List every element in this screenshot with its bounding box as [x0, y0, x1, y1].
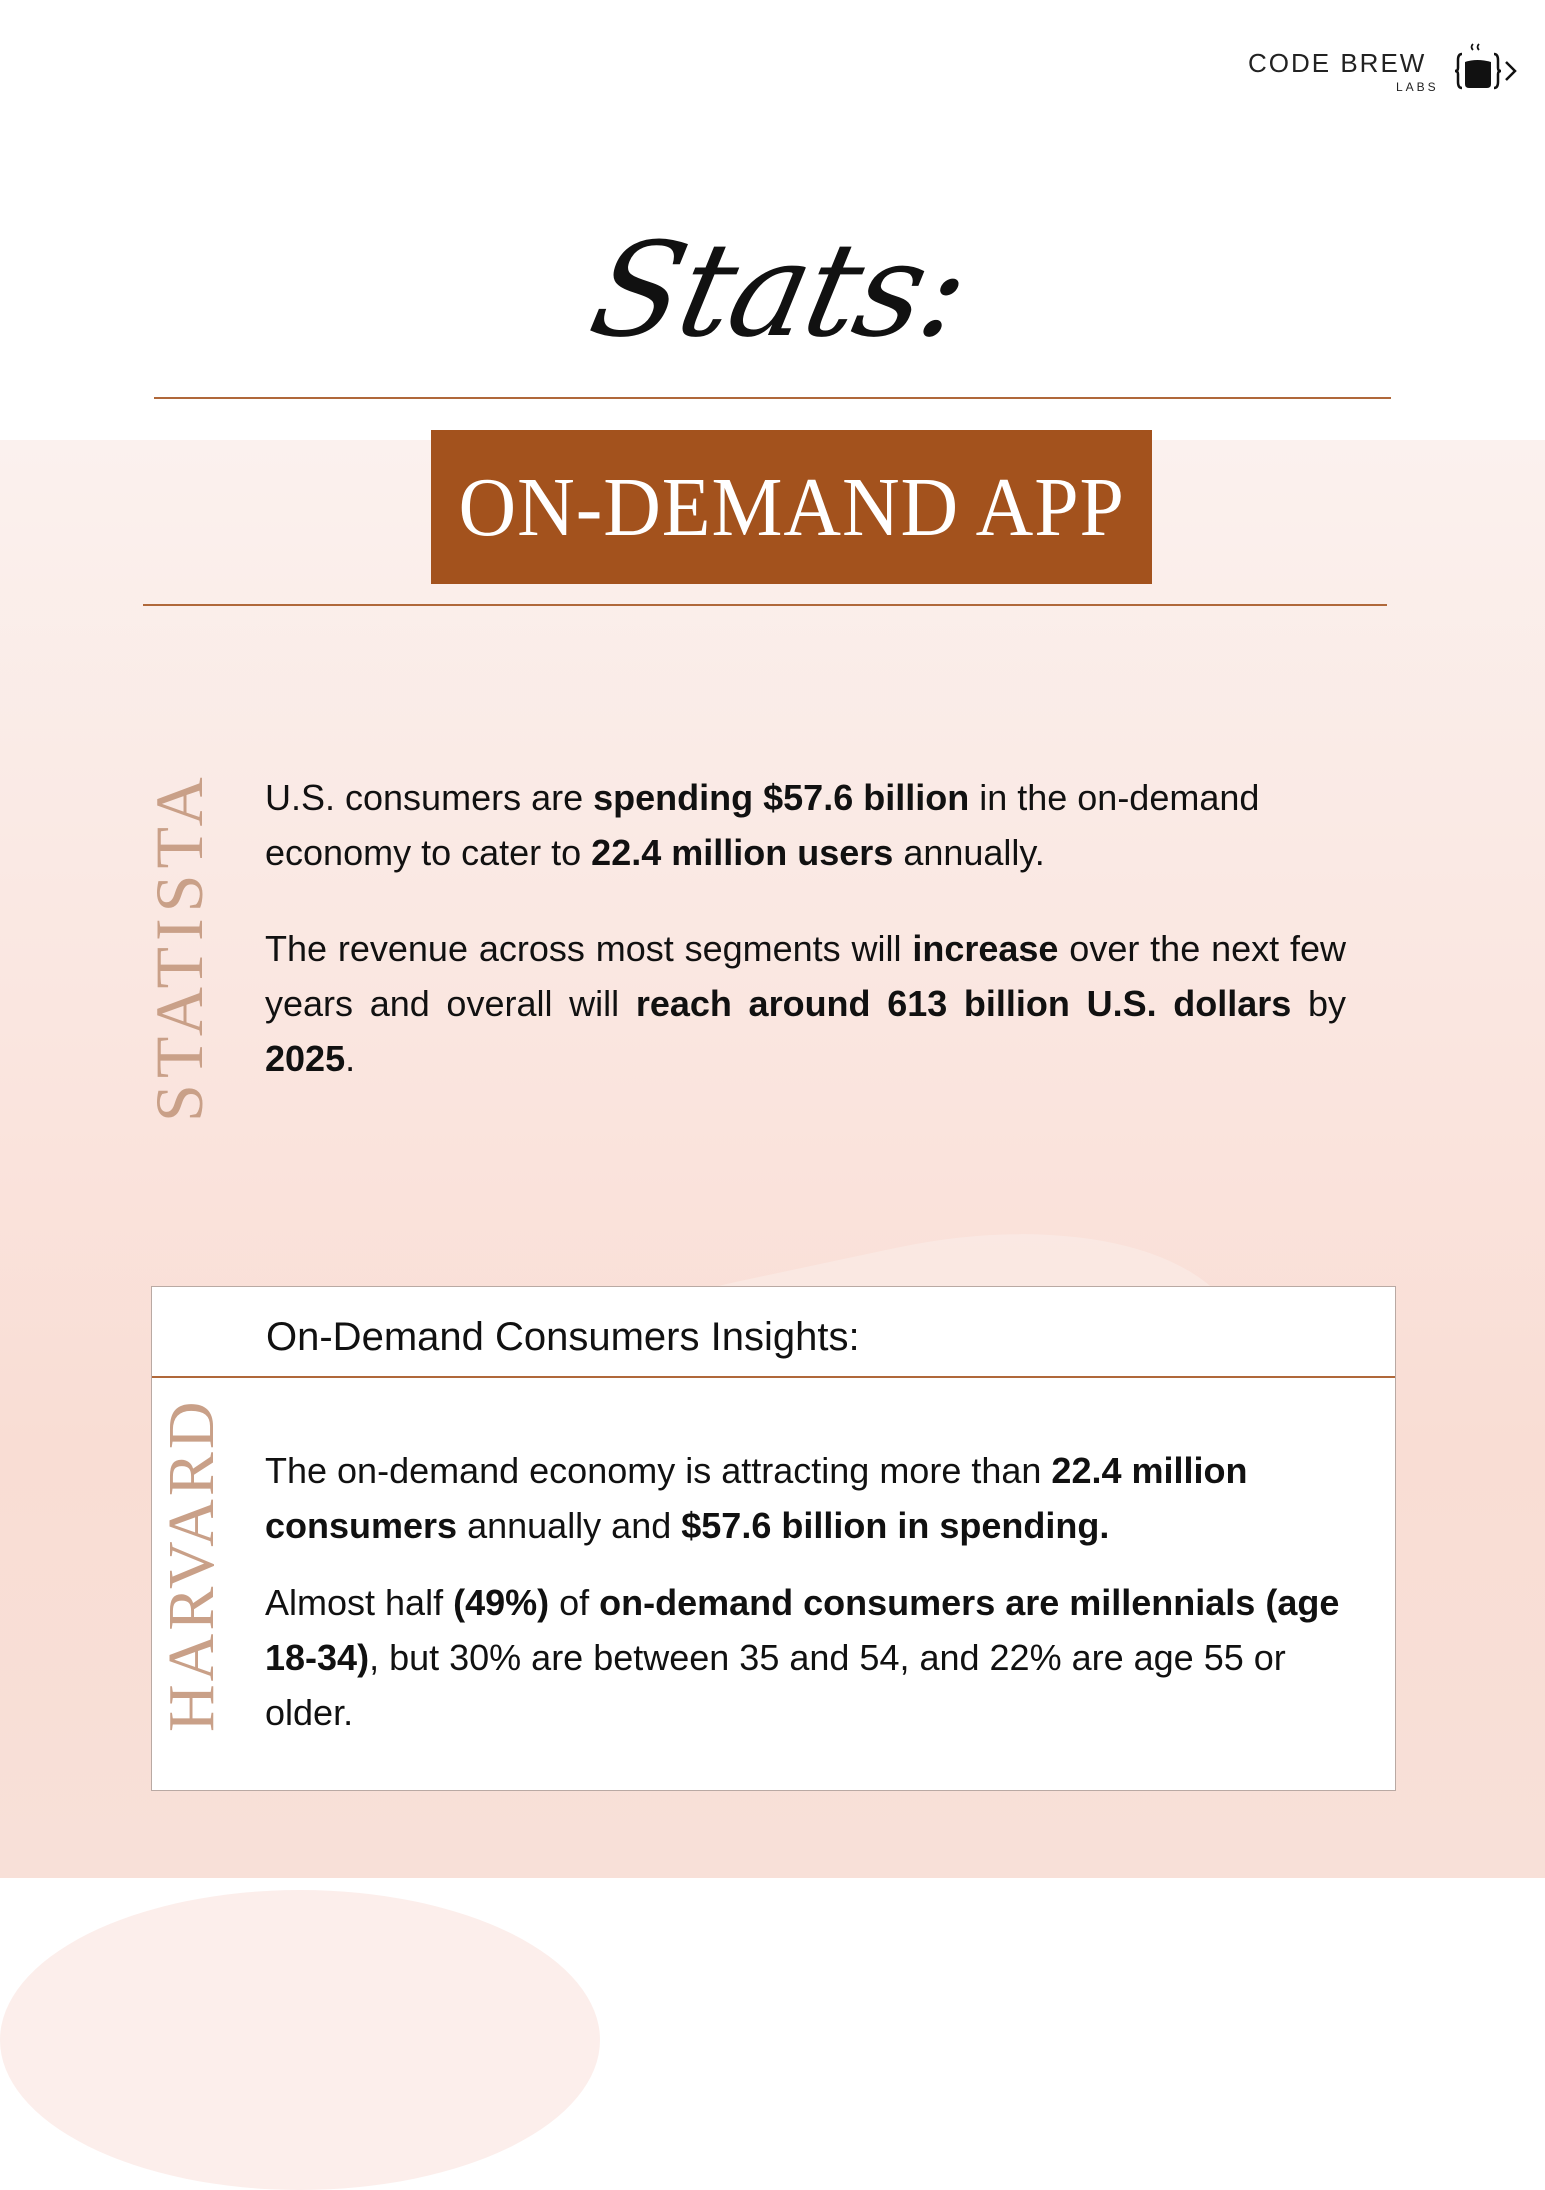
text: annually. — [893, 832, 1045, 873]
logo-subtext: LABS — [1396, 80, 1439, 94]
banner-divider — [143, 604, 1387, 606]
source-label-statista: STATISTA — [141, 771, 217, 1122]
highlight: increase — [912, 928, 1059, 969]
top-divider — [154, 397, 1391, 399]
harvard-insights-card: On-Demand Consumers Insights: — [151, 1286, 1396, 1791]
text: over the next few years and overall will — [265, 928, 1346, 1024]
text: by — [1291, 983, 1346, 1024]
title-banner: ON-DEMAND APP — [431, 430, 1152, 584]
statista-paragraph-1: U.S. consumers are spending $57.6 billio… — [265, 770, 1346, 880]
highlight: 22.4 million users — [591, 832, 894, 873]
highlight: spending $57.6 billion — [593, 777, 970, 818]
harvard-paragraph-2: Almost half (49%) of on-demand consumers… — [265, 1575, 1346, 1740]
harvard-paragraph-1: The on-demand economy is attracting more… — [265, 1443, 1346, 1553]
script-title-text: Stats: — [579, 214, 981, 366]
background-wash — [0, 1890, 600, 2190]
text: U.S. consumers are — [265, 777, 594, 818]
text: , but 30% are between 35 and 54, and 22%… — [265, 1637, 1286, 1733]
logo-text: CODE BREW — [1248, 48, 1427, 78]
text: Almost half — [265, 1582, 454, 1623]
card-heading: On-Demand Consumers Insights: — [266, 1315, 860, 1359]
highlight: (49%) — [453, 1582, 550, 1623]
highlight: $57.6 billion in spending. — [681, 1505, 1110, 1546]
banner-title: ON-DEMAND APP — [458, 460, 1125, 554]
text: The on-demand economy is attracting more… — [265, 1450, 1052, 1491]
highlight: 22.4 million consumers — [265, 1450, 1248, 1546]
highlight: on-demand consumers are millennials (age… — [265, 1582, 1340, 1678]
card-divider — [152, 1376, 1395, 1378]
code-brew-logo: CODE BREW LABS — [1248, 40, 1518, 100]
text: . — [345, 1038, 356, 1079]
highlight: reach around 613 billion U.S. dollars — [635, 983, 1292, 1024]
text: of — [549, 1582, 600, 1623]
text: in the on-demand economy to cater to — [265, 777, 1260, 873]
statista-paragraph-2: The revenue across most segments will in… — [265, 921, 1346, 1086]
script-title: Stats: — [579, 205, 981, 375]
coffee-cup-icon — [1454, 43, 1517, 90]
source-label-harvard: HARVARD — [155, 1398, 228, 1732]
highlight: 2025 — [265, 1038, 346, 1079]
text: annually and — [457, 1505, 682, 1546]
text: The revenue across most segments will — [265, 928, 913, 969]
